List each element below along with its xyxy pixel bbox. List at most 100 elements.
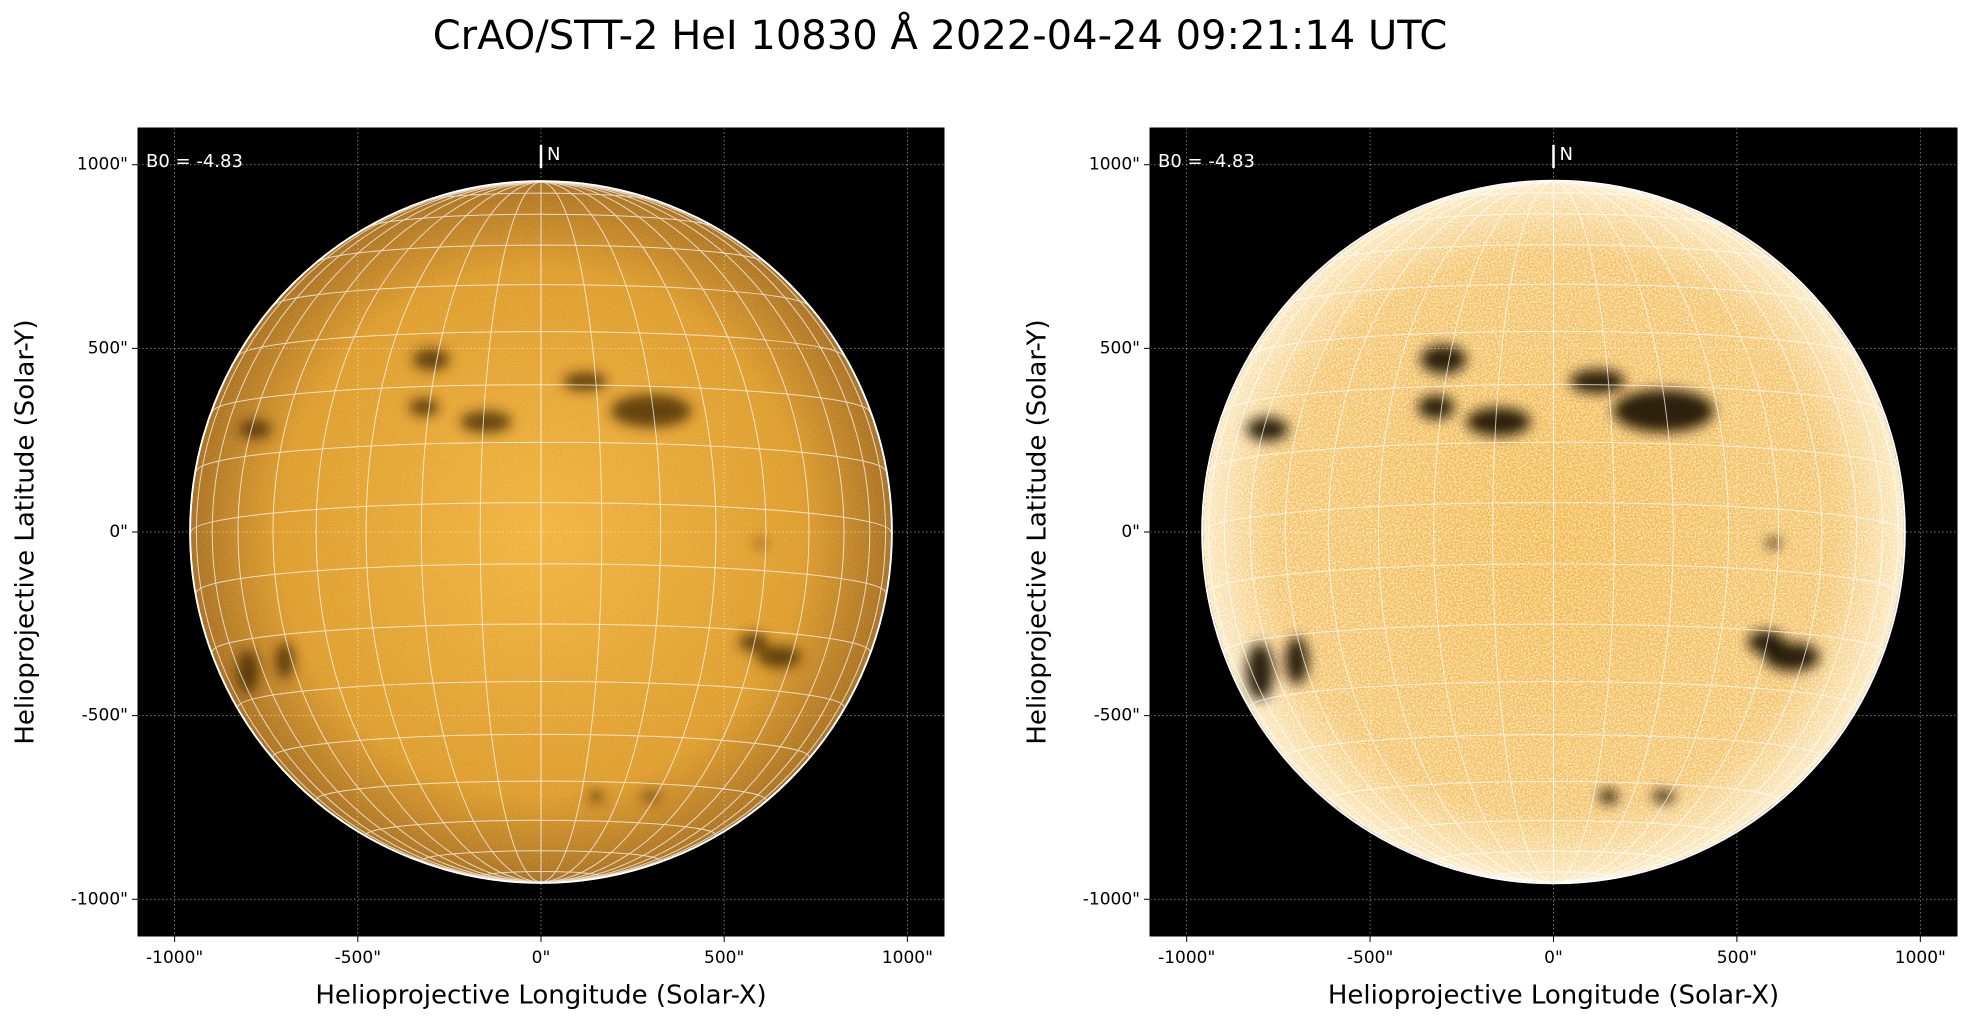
parallel [479, 870, 603, 877]
meridian [540, 181, 662, 883]
meridian [1327, 181, 1554, 883]
filament [610, 394, 692, 428]
filament [1599, 789, 1618, 804]
y-tick-label: -1000" [71, 889, 128, 909]
filament [1417, 395, 1455, 420]
y-axis-label: Helioprojective Latitude (Solar-Y) [1023, 319, 1053, 744]
x-tick-label: 0" [532, 948, 551, 968]
filament [562, 372, 607, 391]
y-tick-label: 500" [1100, 338, 1140, 358]
x-tick-label: -500" [335, 948, 381, 968]
parallel [1208, 441, 1899, 472]
filament [1766, 538, 1781, 548]
panel: -1000" -500" 0" 500" 1000" -1000" -500" 0" 500" 1… [11, 127, 945, 1011]
y-tick-label: 0" [1121, 522, 1140, 542]
y-tick-label: 1000" [1089, 155, 1140, 175]
x-tick-label: -1000" [146, 948, 203, 968]
y-tick-label: -500" [1094, 706, 1140, 726]
parallel [1492, 871, 1615, 878]
filament [641, 792, 661, 801]
filament [588, 790, 604, 802]
parallel [1249, 681, 1858, 708]
filament [1613, 389, 1714, 433]
x-tick-label: 500" [1717, 948, 1757, 968]
parallel [1433, 850, 1674, 862]
filament [1246, 642, 1274, 701]
meridian [1553, 181, 1858, 883]
filament [238, 420, 272, 439]
y-tick-label: -1000" [1083, 889, 1140, 909]
parallel [195, 441, 887, 472]
dark-features [236, 348, 802, 802]
filament [412, 348, 450, 371]
meridian [420, 181, 542, 883]
meridian [1223, 181, 1554, 883]
x-tick-label: -1000" [1158, 948, 1215, 968]
parallel [1249, 330, 1858, 357]
dark-features [1246, 345, 1820, 804]
parallel [237, 331, 845, 358]
figure-title: CrAO/STT-2 HeI 10830 Å 2022-04-24 09:21:… [433, 11, 1448, 59]
meridian [1553, 181, 1674, 883]
b0-annotation: B0 = -4.83 [1158, 151, 1255, 172]
x-tick-label: 500" [704, 948, 744, 968]
north-label: N [547, 144, 560, 165]
filament [1747, 630, 1785, 655]
x-tick-label: 0" [1544, 948, 1563, 968]
meridian [1553, 181, 1730, 883]
meridian [540, 181, 810, 883]
filament [409, 397, 439, 417]
meridian [540, 181, 871, 883]
parallel [1202, 502, 1905, 533]
meridian [540, 181, 717, 883]
x-tick-label: 1000" [882, 948, 933, 968]
parallel [420, 850, 662, 861]
filament [1246, 417, 1289, 442]
parallel [272, 733, 810, 757]
parallel [365, 213, 717, 230]
meridian [272, 181, 542, 883]
north-label: N [1560, 144, 1573, 165]
filament [1285, 636, 1309, 685]
parallel [190, 502, 892, 533]
y-tick-label: 1000" [77, 155, 128, 175]
filament [738, 633, 769, 652]
y-tick-label: 500" [88, 338, 128, 358]
meridian [479, 181, 542, 883]
meridian [540, 181, 603, 883]
parallel [1284, 734, 1823, 758]
parallel [195, 563, 887, 593]
filament [1466, 407, 1531, 437]
axes-frame [1149, 127, 1958, 937]
meridian [540, 181, 845, 883]
filament [236, 649, 259, 694]
x-tick-label: 1000" [1895, 948, 1946, 968]
meridian [211, 181, 542, 883]
meridian [1284, 181, 1554, 883]
filament [757, 645, 802, 668]
meridian [315, 181, 542, 883]
filament [275, 642, 294, 679]
x-tick-label: -500" [1347, 948, 1393, 968]
filament [1570, 369, 1626, 394]
meridian [1492, 181, 1554, 883]
filament [755, 539, 767, 547]
parallel [1208, 563, 1899, 593]
y-tick-label: -500" [82, 706, 128, 726]
y-axis-label: Helioprojective Latitude (Solar-Y) [11, 319, 41, 744]
parallel [1377, 213, 1730, 229]
x-axis-label: Helioprojective Longitude (Solar-X) [315, 981, 766, 1011]
meridian [540, 181, 767, 883]
meridian [1433, 181, 1554, 883]
filament [1420, 345, 1467, 374]
y-tick-label: 0" [109, 522, 128, 542]
panel: -1000" -500" 0" 500" 1000" -1000" -500" 0" 500" 1… [1023, 127, 1958, 1011]
filament [460, 410, 512, 433]
meridian [1553, 181, 1823, 883]
b0-annotation: B0 = -4.83 [146, 151, 243, 172]
x-axis-label: Helioprojective Longitude (Solar-X) [1328, 981, 1779, 1011]
filament [1652, 790, 1676, 803]
